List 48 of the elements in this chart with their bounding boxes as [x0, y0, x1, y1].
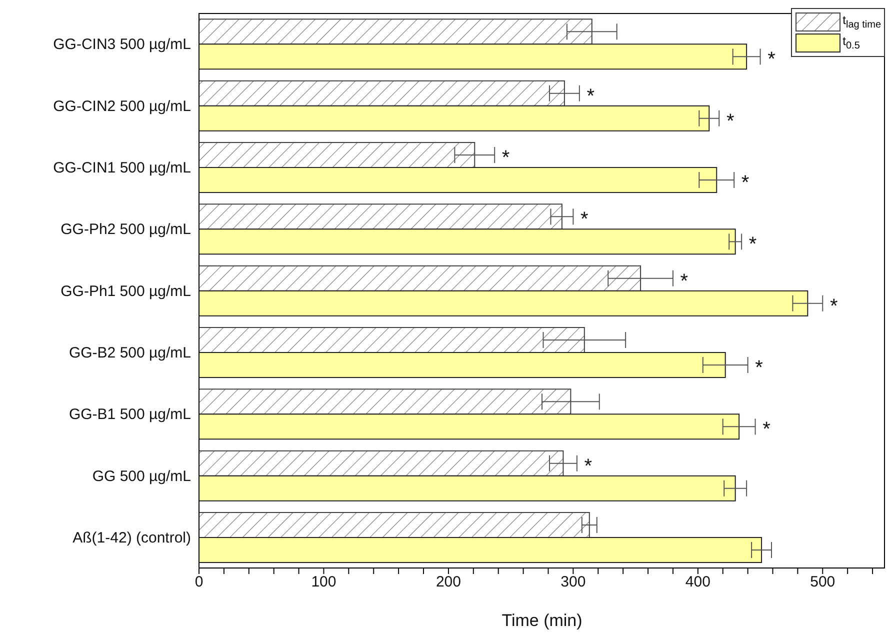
x-tick-label: 400 [685, 574, 710, 591]
annotation: * [748, 234, 757, 256]
bar [199, 167, 718, 193]
annotation: * [741, 172, 750, 194]
bar [199, 512, 590, 538]
bar [199, 18, 592, 45]
annotation: * [680, 270, 688, 292]
x-tick-label: 300 [560, 574, 586, 591]
annotation: * [586, 85, 595, 108]
bar [199, 450, 564, 476]
bar [199, 352, 726, 378]
legend-label: t$_{0.5}$ [842, 34, 860, 52]
legend-label: t$_{lag time}$ [842, 13, 881, 31]
x-tick-label: 500 [810, 574, 836, 591]
bar [199, 290, 808, 316]
annotation: * [580, 208, 589, 231]
bar [199, 44, 748, 70]
bar [199, 80, 565, 106]
y-tick-label: GG-Ph2 500 µg/mL [60, 221, 191, 238]
bar [199, 228, 736, 255]
bar [199, 388, 572, 415]
y-tick-label: GG-CIN2 500 µg/mL [53, 98, 191, 115]
annotation: * [762, 418, 771, 441]
bar [199, 475, 736, 502]
bar [199, 105, 710, 132]
annotation: * [755, 357, 764, 379]
x-axis-title: Time (min) [502, 611, 582, 630]
annotation: * [584, 455, 592, 478]
annotation: * [502, 147, 510, 169]
y-tick-label: GG 500 µg/mL [92, 468, 191, 485]
annotation: * [726, 110, 734, 132]
y-tick-label: GG-B1 500 µg/mL [68, 406, 191, 424]
bar [199, 142, 476, 168]
y-tick-label: GG-Ph1 500 µg/mL [60, 282, 191, 300]
x-tick-label: 0 [194, 574, 204, 591]
y-tick-label: Aß(1-42) (control) [72, 529, 192, 546]
annotation: * [768, 48, 776, 71]
x-tick-label: 100 [311, 574, 336, 591]
annotation: * [830, 295, 838, 318]
y-tick-label: GG-B2 500 µg/mL [68, 344, 191, 362]
x-tick-label: 200 [436, 574, 461, 591]
bar [199, 204, 562, 230]
y-tick-label: GG-CIN3 500 µg/mL [53, 36, 191, 54]
bar [199, 327, 585, 353]
bar [199, 537, 762, 563]
bar [199, 414, 740, 440]
y-tick-label: GG-CIN1 500 µg/mL [53, 159, 191, 176]
bar [199, 265, 642, 292]
